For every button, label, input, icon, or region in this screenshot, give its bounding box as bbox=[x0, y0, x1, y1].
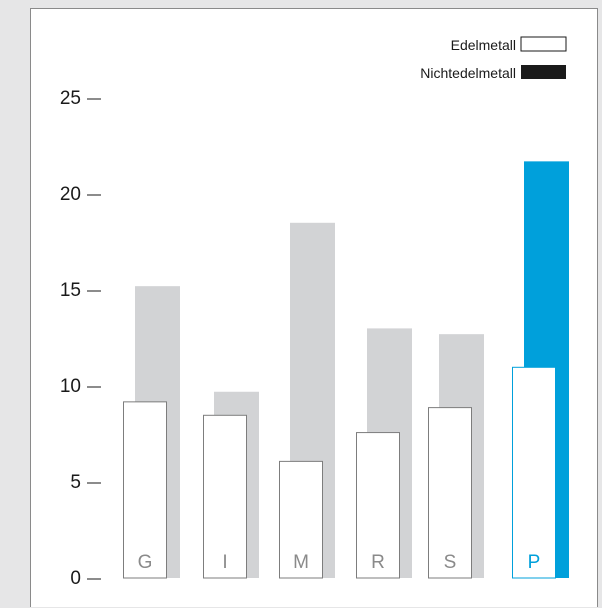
y-tick-label: 5 bbox=[70, 472, 81, 493]
y-tick-label: 0 bbox=[70, 568, 81, 589]
bar-edelmetall-P bbox=[512, 366, 556, 579]
y-tick-label: 15 bbox=[60, 280, 81, 301]
y-tick-label: 25 bbox=[60, 88, 81, 109]
bar-edelmetall-M bbox=[279, 460, 323, 579]
category-label-P: P bbox=[528, 552, 541, 573]
chart-panel: 0 5 10 15 20 25 G I M R S P Edelmetall Nichtedelme… bbox=[30, 8, 598, 607]
legend-swatch-edelmetall bbox=[520, 36, 567, 52]
y-axis: 0 5 10 15 20 25 bbox=[60, 88, 101, 589]
category-label-R: R bbox=[371, 552, 385, 573]
category-label-S: S bbox=[444, 552, 457, 573]
legend: Edelmetall Nichtedelmetall bbox=[420, 36, 567, 81]
category-label-G: G bbox=[138, 552, 153, 573]
bar-edelmetall-S bbox=[428, 407, 472, 579]
legend-swatch-nichtedelmetall bbox=[521, 65, 566, 79]
category-label-M: M bbox=[293, 552, 309, 573]
bar-edelmetall-I bbox=[203, 414, 247, 579]
category-label-I: I bbox=[222, 552, 227, 573]
bar-chart: 0 5 10 15 20 25 G I M R S P Edelmetall Nichtedelme… bbox=[60, 36, 569, 589]
legend-label-nichtedelmetall: Nichtedelmetall bbox=[420, 65, 516, 81]
bar-edelmetall-G bbox=[123, 401, 167, 579]
legend-label-edelmetall: Edelmetall bbox=[451, 37, 516, 53]
bar-edelmetall-R bbox=[356, 432, 400, 579]
y-tick-label: 20 bbox=[60, 184, 81, 205]
y-tick-label: 10 bbox=[60, 376, 81, 397]
